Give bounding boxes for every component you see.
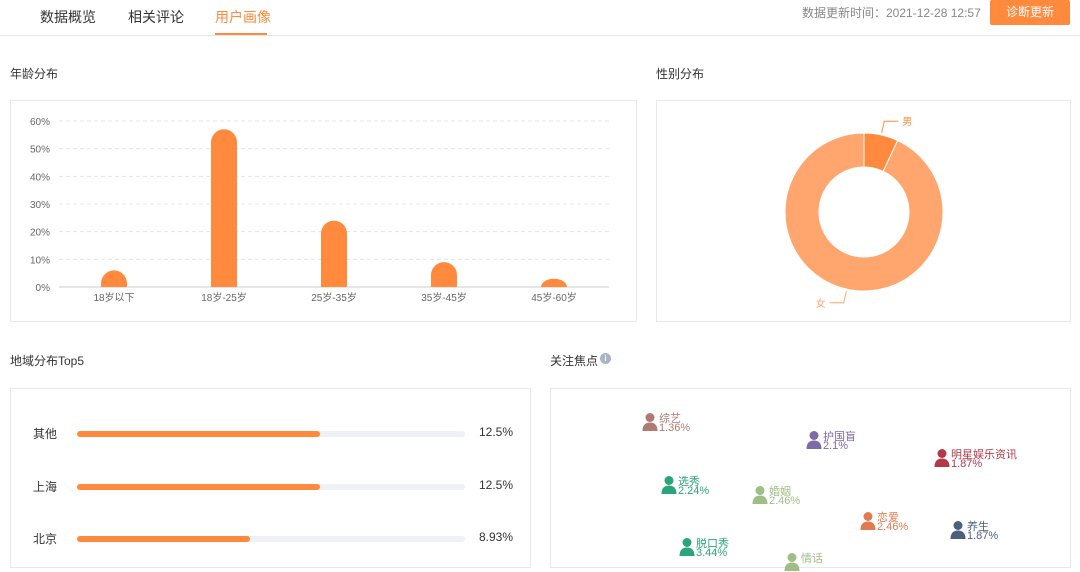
person-icon <box>679 538 695 556</box>
region-bar-track <box>77 431 465 437</box>
tab-data-overview[interactable]: 数据概览 <box>40 9 96 25</box>
y-tick-label: 60% <box>30 117 50 128</box>
x-tick-label: 45岁-60岁 <box>531 291 577 304</box>
age-section-title: 年龄分布 <box>10 67 59 81</box>
region-bar-track <box>77 484 465 490</box>
age-bar <box>101 270 128 287</box>
region-label: 其他 <box>33 427 58 441</box>
person-icon <box>752 486 768 504</box>
focus-name: 养生 <box>967 521 989 533</box>
region-row: 其他 12.5% <box>33 425 513 445</box>
x-tick-label: 35岁-45岁 <box>421 291 467 304</box>
age-bar <box>321 220 347 287</box>
y-tick-label: 50% <box>30 145 50 156</box>
region-bar-fill <box>77 536 251 542</box>
region-value: 8.93% <box>478 530 513 544</box>
y-tick-label: 0% <box>36 283 51 294</box>
focus-name: 脱口秀 <box>696 538 729 550</box>
focus-pct: 1.87% <box>951 458 983 470</box>
x-tick-label: 18岁-25岁 <box>201 291 247 304</box>
focus-pct: 2.24% <box>678 485 710 497</box>
y-tick-label: 30% <box>30 200 50 211</box>
diagnose-update-button[interactable]: 诊断更新 <box>990 0 1070 25</box>
data-update-time: 数据更新时间：2021-12-28 12:57 <box>802 6 981 20</box>
person-icon <box>784 553 800 571</box>
focus-section-title: 关注焦点 <box>550 354 599 368</box>
focus-name: 明星娱乐资讯 <box>951 449 1017 461</box>
gender-leader-line <box>829 290 847 304</box>
top-bar: 数据概览 相关评论 用户画像 数据更新时间：2021-12-28 12:57 诊… <box>0 0 1080 36</box>
region-row: 上海 12.5% <box>33 478 513 498</box>
region-row: 北京 8.93% <box>33 530 513 550</box>
gender-label: 女 <box>816 297 826 310</box>
region-bar-fill <box>77 431 320 437</box>
focus-pct: 2.46% <box>877 521 909 533</box>
focus-name: 恋爱 <box>877 512 899 524</box>
focus-pct: 2.46% <box>769 495 801 507</box>
gender-chart-card: 男女 <box>656 100 1071 322</box>
y-tick-label: 40% <box>30 172 50 183</box>
x-tick-label: 25岁-35岁 <box>311 291 357 304</box>
focus-pct: 3.44% <box>696 547 728 559</box>
person-icon <box>860 512 876 530</box>
tab-user-profile[interactable]: 用户画像 <box>215 9 271 25</box>
gender-label: 男 <box>902 116 912 128</box>
y-tick-label: 20% <box>30 228 50 239</box>
active-tab-indicator <box>215 33 267 35</box>
person-icon <box>642 413 658 431</box>
focus-pct: 1.87% <box>967 530 999 542</box>
focus-name: 护国盲 <box>823 431 856 443</box>
region-value: 12.5% <box>478 478 513 492</box>
region-label: 上海 <box>33 480 58 494</box>
focus-name: 综艺 <box>659 413 681 425</box>
y-tick-label: 10% <box>30 255 50 266</box>
age-bar <box>541 278 567 287</box>
age-bar-chart: 0% 10% 20% 30% 40% 50% 60% 18岁以下 18岁-25岁 25岁-35岁 3… <box>30 117 609 304</box>
age-bar <box>431 262 457 287</box>
gender-leader-line <box>881 120 899 134</box>
focus-pct: 2.1% <box>823 440 849 452</box>
tab-related-comments[interactable]: 相关评论 <box>128 9 184 25</box>
focus-name: 选秀 <box>678 476 700 488</box>
person-icon <box>950 521 966 539</box>
region-value: 12.5% <box>478 425 513 439</box>
age-bar <box>211 129 237 287</box>
focus-card: 综艺 1.36% 护国盲 2.1% 明星娱乐资讯 1.87% 选秀 2.24% … <box>550 388 1071 571</box>
x-tick-label: 18岁以下 <box>93 291 134 304</box>
age-chart-card: 0% 10% 20% 30% 40% 50% 60% 18岁以下 18岁-25岁 25岁-35岁 3… <box>10 100 637 322</box>
person-icon <box>806 431 822 449</box>
gender-donut-chart: 男女 <box>784 116 944 310</box>
gender-slice <box>784 132 944 292</box>
region-bar-track <box>77 536 465 542</box>
person-icon <box>934 449 950 467</box>
region-card: 其他 12.5% 上海 12.5% 北京 8.93% <box>10 388 531 568</box>
person-icon <box>661 476 677 494</box>
focus-name: 情话 <box>801 553 823 565</box>
region-label: 北京 <box>33 532 58 546</box>
gender-section-title: 性别分布 <box>656 67 705 81</box>
info-icon[interactable]: i <box>600 353 611 364</box>
focus-pct: 1.36% <box>659 422 691 434</box>
region-bar-fill <box>77 484 320 490</box>
focus-name: 婚姻 <box>769 486 791 498</box>
region-section-title: 地域分布Top5 <box>10 354 85 368</box>
